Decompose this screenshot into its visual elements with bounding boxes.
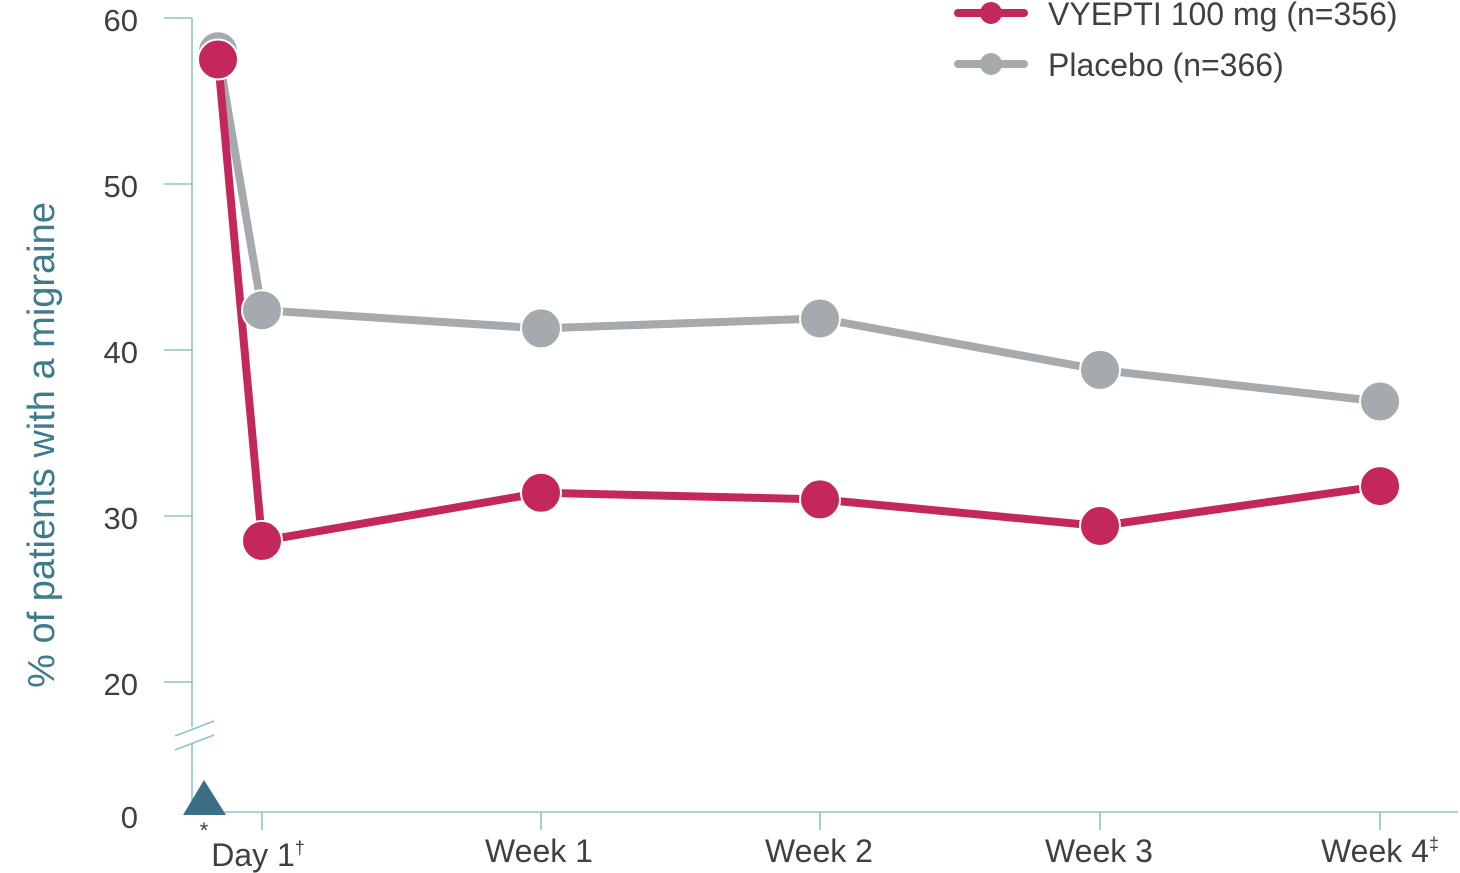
data-point-vyepti-3 bbox=[799, 478, 841, 521]
x-tick-label-week3: Week 3 bbox=[1045, 833, 1153, 869]
series-line-placebo bbox=[214, 50, 1381, 406]
legend-swatch-marker-placebo bbox=[980, 53, 1002, 75]
y-tick-label-20: 20 bbox=[104, 667, 138, 702]
y-tick-label-60: 60 bbox=[104, 3, 138, 38]
data-point-placebo-4 bbox=[1079, 348, 1121, 391]
y-tick-label-30: 30 bbox=[104, 501, 138, 536]
baseline-asterisk: * bbox=[200, 818, 209, 843]
legend: VYEPTI 100 mg (n=356) Placebo (n=366) bbox=[954, 0, 1398, 83]
data-point-placebo-5 bbox=[1359, 380, 1401, 423]
data-point-vyepti-0 bbox=[197, 38, 239, 81]
y-tick-label-50: 50 bbox=[104, 169, 138, 204]
data-point-vyepti-1 bbox=[241, 519, 283, 562]
series-line-vyepti bbox=[214, 59, 1381, 545]
series-layer bbox=[197, 30, 1401, 562]
data-point-vyepti-5 bbox=[1359, 465, 1401, 508]
x-tick-label-week1: Week 1 bbox=[485, 833, 593, 869]
x-tick-label-week4: Week 4‡ bbox=[1321, 833, 1439, 869]
legend-label-vyepti: VYEPTI 100 mg (n=356) bbox=[1048, 0, 1398, 32]
axis-break-mark-lower bbox=[174, 734, 215, 751]
x-tick-label-day1-text: Day 1 bbox=[211, 837, 295, 873]
data-point-placebo-3 bbox=[799, 297, 841, 340]
legend-label-placebo: Placebo (n=366) bbox=[1048, 47, 1284, 83]
x-tick-label-day1: Day 1† bbox=[211, 837, 305, 873]
data-point-vyepti-4 bbox=[1079, 505, 1121, 547]
legend-swatch-marker-vyepti bbox=[980, 2, 1002, 24]
data-point-placebo-2 bbox=[520, 307, 562, 350]
y-tick-label-0: 0 bbox=[121, 800, 138, 835]
y-axis-title: % of patients with a migraine bbox=[21, 202, 63, 688]
x-tick-label-week4-text: Week 4 bbox=[1321, 833, 1429, 869]
x-tick-label-week4-superscript: ‡ bbox=[1429, 834, 1439, 854]
x-tick-label-week2: Week 2 bbox=[765, 833, 873, 869]
x-tick-label-day1-superscript: † bbox=[295, 838, 305, 858]
baseline-triangle-marker bbox=[183, 780, 226, 815]
data-point-vyepti-2 bbox=[520, 471, 562, 514]
axis-break-mark-upper bbox=[174, 720, 215, 737]
y-tick-label-40: 40 bbox=[104, 335, 138, 370]
data-point-placebo-1 bbox=[241, 289, 283, 332]
